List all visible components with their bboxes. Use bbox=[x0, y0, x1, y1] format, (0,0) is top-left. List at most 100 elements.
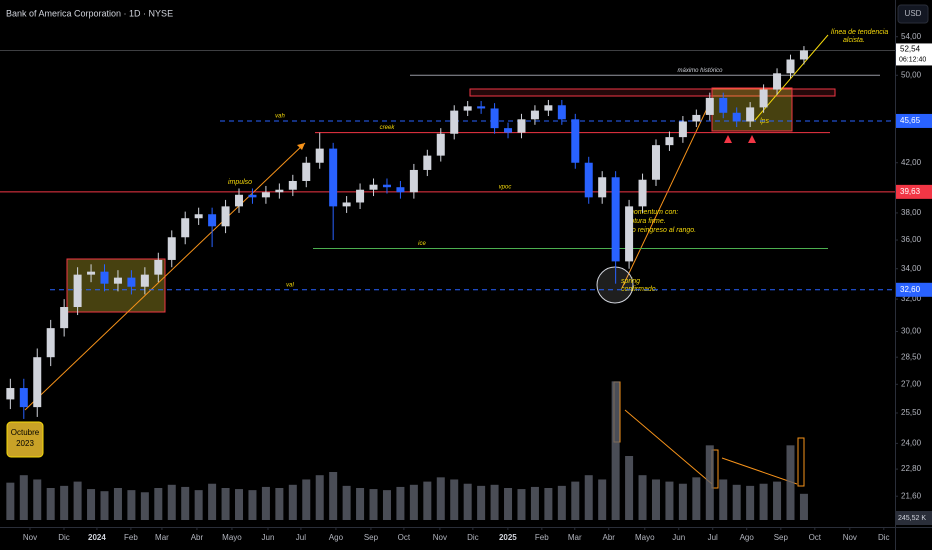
volume-bar bbox=[275, 488, 284, 520]
y-tick-label: 36,00 bbox=[901, 235, 922, 244]
x-tick-label: Jul bbox=[708, 533, 718, 542]
x-tick-label: Jun bbox=[262, 533, 275, 542]
volume-bar bbox=[477, 485, 486, 520]
volume-highlight bbox=[797, 437, 805, 487]
x-tick-label: Dic bbox=[878, 533, 890, 542]
level-tag bbox=[896, 184, 932, 199]
candle-body bbox=[638, 179, 647, 207]
volume-bar bbox=[261, 486, 270, 520]
candle-body bbox=[799, 50, 808, 60]
level-tag-label: 39,63 bbox=[900, 187, 921, 196]
x-tick-label: 2025 bbox=[499, 533, 517, 542]
x-tick-label: Mar bbox=[568, 533, 582, 542]
candle-body bbox=[6, 388, 15, 400]
candle-body bbox=[557, 105, 566, 120]
candle-body bbox=[181, 218, 190, 238]
candle-body bbox=[73, 274, 82, 308]
candle-body bbox=[60, 307, 69, 329]
x-tick-label: Oct bbox=[398, 533, 411, 542]
candle-body bbox=[786, 59, 795, 74]
volume-bar bbox=[127, 490, 136, 520]
arrow-head bbox=[297, 143, 305, 150]
candle-body bbox=[369, 184, 378, 190]
candle-body bbox=[544, 105, 553, 111]
candle-body bbox=[329, 148, 338, 207]
x-tick-label: Sep bbox=[774, 533, 789, 542]
candle-body bbox=[651, 145, 660, 180]
candle-body bbox=[248, 194, 257, 198]
volume-bar bbox=[409, 484, 418, 520]
candle-body bbox=[530, 110, 539, 120]
volume-bar bbox=[33, 479, 42, 520]
candle-body bbox=[140, 274, 149, 287]
volume-bar bbox=[598, 479, 607, 520]
level-name: vpoc bbox=[499, 184, 512, 190]
candle-body bbox=[275, 189, 284, 193]
candle-body bbox=[208, 214, 217, 227]
volume-bar bbox=[396, 486, 405, 520]
momentum-line bbox=[621, 97, 713, 289]
countdown: 06:12:40 bbox=[899, 56, 926, 63]
annotation: línea de tendencia bbox=[831, 29, 888, 36]
volume-bar bbox=[342, 485, 351, 520]
volume-bar bbox=[759, 483, 768, 520]
candle-body bbox=[759, 89, 768, 108]
candle-body bbox=[19, 388, 28, 408]
candle-body bbox=[167, 237, 176, 260]
y-tick-label: 32,00 bbox=[901, 294, 922, 303]
y-tick-label: 50,00 bbox=[901, 70, 922, 79]
candle-body bbox=[732, 112, 741, 122]
candle-body bbox=[504, 128, 513, 133]
candle-body bbox=[665, 137, 674, 146]
volume-bar bbox=[194, 490, 203, 520]
x-tick-label: Sep bbox=[364, 533, 379, 542]
volume-bar bbox=[181, 486, 190, 520]
level-tag-label: 32,60 bbox=[900, 285, 921, 294]
level-tag-label: 45,65 bbox=[900, 116, 921, 125]
candle-body bbox=[490, 108, 499, 129]
level-name: creek bbox=[380, 125, 396, 131]
volume-bar bbox=[288, 484, 297, 520]
x-tick-label: Mar bbox=[155, 533, 169, 542]
candle-body bbox=[571, 119, 580, 163]
volume-bar bbox=[87, 489, 96, 520]
candle-body bbox=[221, 206, 230, 227]
candle-body bbox=[113, 277, 122, 284]
volume-bar bbox=[557, 485, 566, 520]
annotation: impulso bbox=[228, 179, 252, 186]
candle-body bbox=[342, 202, 351, 207]
candle-body bbox=[611, 177, 620, 262]
annotation: rotura firme. bbox=[628, 218, 666, 225]
volume-bar bbox=[571, 481, 580, 520]
candle-body bbox=[396, 187, 405, 193]
x-tick-label: Abr bbox=[603, 533, 616, 542]
volume-tag-label: 245,52 K bbox=[898, 515, 926, 522]
candle-body bbox=[436, 133, 445, 156]
x-tick-label: Nov bbox=[23, 533, 37, 542]
volume-bar bbox=[544, 488, 553, 520]
candle-body bbox=[87, 271, 96, 275]
volume-bar bbox=[530, 486, 539, 520]
y-tick-label: 24,00 bbox=[901, 438, 922, 447]
impulse-line bbox=[24, 142, 306, 411]
volume-bar bbox=[611, 381, 620, 520]
start-label: Octubre bbox=[11, 428, 40, 437]
candle-body bbox=[463, 106, 472, 111]
x-tick-label: 2024 bbox=[88, 533, 106, 542]
volume-bar bbox=[248, 490, 257, 520]
candle-body bbox=[746, 107, 755, 122]
volume-bar bbox=[329, 472, 338, 520]
candle-body bbox=[356, 189, 365, 203]
candle-body bbox=[598, 177, 607, 198]
level-tag bbox=[896, 113, 932, 128]
candle-body bbox=[450, 110, 459, 134]
y-tick-label: 34,00 bbox=[901, 264, 922, 273]
volume-bar bbox=[651, 479, 660, 520]
y-tick-label: 27,00 bbox=[901, 379, 922, 388]
x-tick-label: Ago bbox=[329, 533, 344, 542]
candle-body bbox=[719, 97, 728, 113]
x-tick-label: Dic bbox=[58, 533, 70, 542]
volume-bar bbox=[638, 475, 647, 520]
volume-bar bbox=[436, 477, 445, 520]
